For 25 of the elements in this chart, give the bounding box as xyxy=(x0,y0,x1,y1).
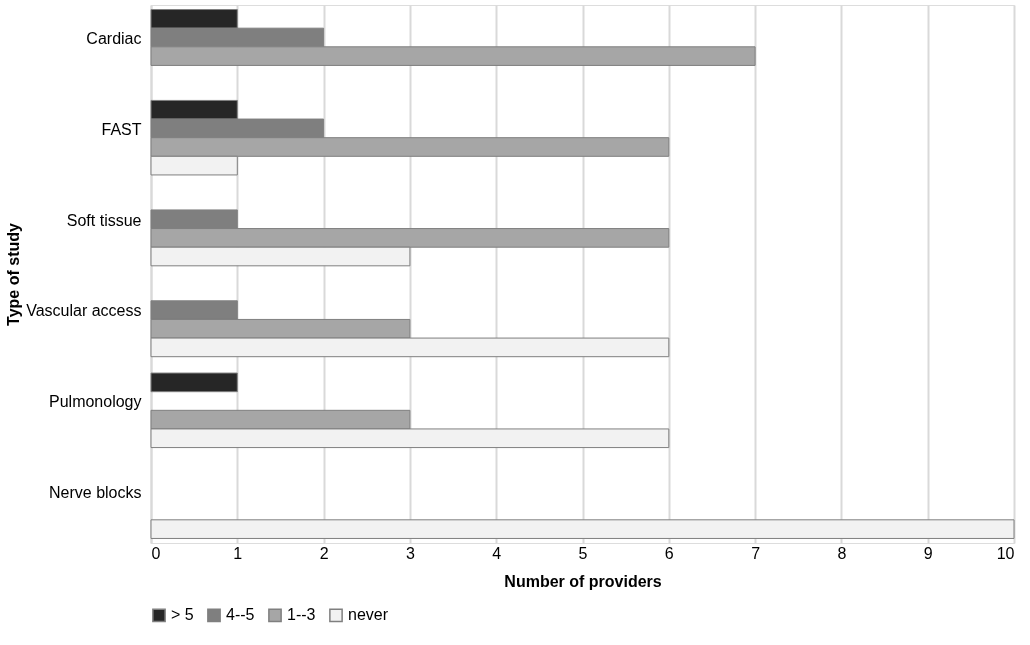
x-tick-label: 6 xyxy=(664,544,674,562)
legend-label: > 5 xyxy=(171,606,194,624)
x-tick-label: 4 xyxy=(492,544,502,562)
x-tick-label: 1 xyxy=(233,544,243,562)
y-tick-label: Cardiac xyxy=(86,29,142,47)
x-tick-label: 5 xyxy=(578,544,588,562)
x-tick-label: 3 xyxy=(405,544,415,562)
x-tick-label: 7 xyxy=(751,544,761,562)
legend-label: never xyxy=(348,606,389,624)
y-tick-label: Pulmonology xyxy=(49,393,142,411)
y-tick-label: Nerve blocks xyxy=(49,484,142,502)
x-tick-label: 10 xyxy=(996,544,1015,562)
x-tick-label: 2 xyxy=(319,544,329,562)
bar xyxy=(150,372,238,393)
y-axis-title: Type of study xyxy=(5,222,23,326)
x-tick-label: 0 xyxy=(151,544,161,562)
y-tick-label: Soft tissue xyxy=(66,211,142,229)
y-tick-label: Vascular access xyxy=(26,302,142,320)
x-tick-label: 9 xyxy=(923,544,933,562)
legend-label: 1--3 xyxy=(287,606,316,624)
bar xyxy=(150,519,1015,539)
x-axis-title: Number of providers xyxy=(504,572,662,590)
y-tick-label: FAST xyxy=(101,120,142,138)
x-tick-label: 8 xyxy=(837,544,847,562)
legend-label: 4--5 xyxy=(226,606,255,624)
